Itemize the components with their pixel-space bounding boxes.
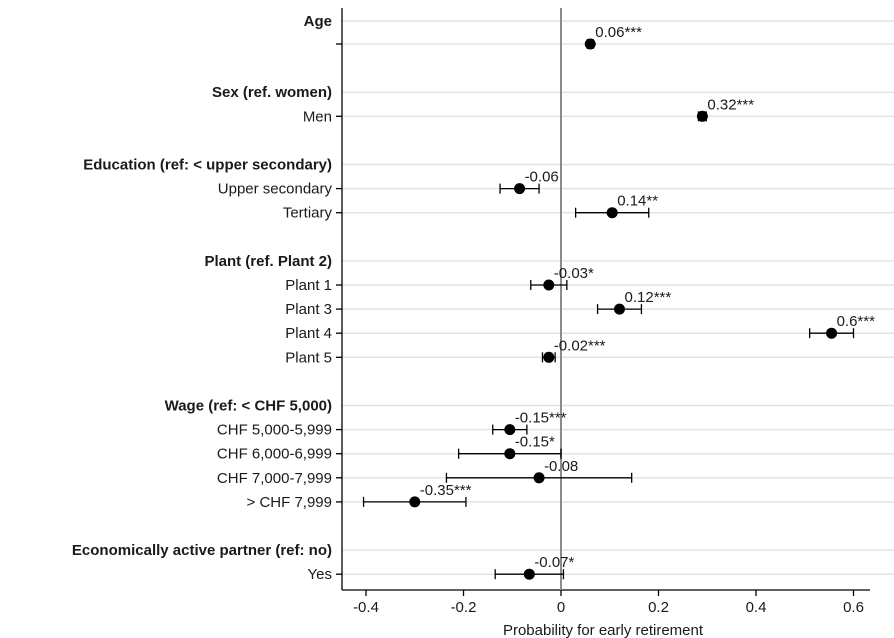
point-estimate — [514, 183, 526, 195]
point-estimate — [606, 207, 618, 219]
category-labels: Age Sex (ref. women) Men Education (ref: < … — [72, 13, 333, 583]
point-estimate — [523, 568, 535, 580]
estimate-marker: -0.02*** — [541, 337, 606, 363]
estimate-marker: -0.35*** — [362, 482, 472, 508]
group-heading: Education (ref: < upper secondary) — [83, 157, 332, 174]
data-label: 0.32*** — [707, 96, 754, 113]
data-label: 0.14** — [617, 193, 658, 210]
point-estimate — [826, 327, 838, 339]
point-estimate — [504, 424, 516, 436]
data-label: -0.03* — [554, 265, 594, 282]
x-tick-label: 0.4 — [746, 599, 767, 616]
estimate-marker: 0.06*** — [584, 24, 642, 50]
category-label: Upper secondary — [218, 181, 333, 198]
category-label: CHF 6,000-6,999 — [217, 446, 332, 463]
x-tick-label: 0.2 — [648, 599, 669, 616]
x-tick-label: -0.2 — [451, 599, 477, 616]
estimate-marker: -0.07* — [494, 554, 575, 580]
point-estimate — [409, 496, 421, 508]
category-label: Tertiary — [283, 205, 333, 222]
axes: -0.4 -0.2 0 0.2 0.4 0.6 — [336, 8, 870, 616]
category-label: CHF 7,000-7,999 — [217, 470, 332, 487]
point-estimate — [614, 303, 625, 315]
group-heading: Economically active partner (ref: no) — [72, 542, 332, 559]
x-tick-label: -0.4 — [353, 599, 379, 616]
estimate-marker: 0.32*** — [696, 96, 754, 122]
group-heading: Plant (ref. Plant 2) — [204, 253, 332, 270]
group-heading: Sex (ref. women) — [212, 84, 332, 101]
estimate-marker: 0.6*** — [808, 313, 876, 339]
data-label: 0.12*** — [625, 289, 672, 306]
point-estimate — [504, 448, 516, 460]
data-label: 0.6*** — [837, 313, 876, 330]
data-label: -0.15*** — [515, 410, 567, 427]
x-axis-title: Probability for early retirement — [503, 622, 704, 638]
point-estimate — [584, 38, 596, 50]
estimate-marker: -0.15* — [457, 434, 562, 460]
point-estimate — [543, 279, 555, 291]
data-label: -0.07* — [534, 554, 574, 571]
estimate-marker: 0.12*** — [596, 289, 672, 315]
category-label: Plant 1 — [285, 277, 332, 294]
point-estimate — [533, 472, 545, 484]
estimate-marker: -0.06 — [499, 169, 559, 195]
grid-lines — [342, 20, 894, 575]
category-label: CHF 5,000-5,999 — [217, 422, 332, 439]
estimate-marker: 0.14** — [574, 193, 658, 219]
data-marks: 0.06*** 0.32*** -0.06 0.14** -0.03* 0.12*** 0.… — [362, 24, 876, 580]
estimate-marker: -0.15*** — [492, 410, 567, 436]
data-label: -0.35*** — [420, 482, 472, 499]
data-label: -0.15* — [515, 434, 555, 451]
x-tick-label: 0.6 — [843, 599, 864, 616]
data-label: -0.06 — [525, 169, 559, 186]
point-estimate — [543, 351, 555, 363]
data-label: -0.02*** — [554, 337, 606, 354]
category-label: Yes — [308, 566, 332, 583]
estimate-marker: -0.03* — [530, 265, 594, 291]
group-heading: Wage (ref: < CHF 5,000) — [165, 398, 332, 415]
estimate-marker: -0.08 — [445, 458, 633, 484]
category-label: Men — [303, 108, 332, 125]
data-label: -0.08 — [544, 458, 578, 475]
category-label: > CHF 7,999 — [247, 494, 332, 511]
x-tick-label: 0 — [557, 599, 565, 616]
category-label: Plant 4 — [285, 325, 332, 342]
point-estimate — [696, 110, 708, 122]
data-label: 0.06*** — [595, 24, 642, 41]
category-label: Plant 5 — [285, 349, 332, 366]
category-label: Plant 3 — [285, 301, 332, 318]
group-heading: Age — [304, 13, 332, 30]
